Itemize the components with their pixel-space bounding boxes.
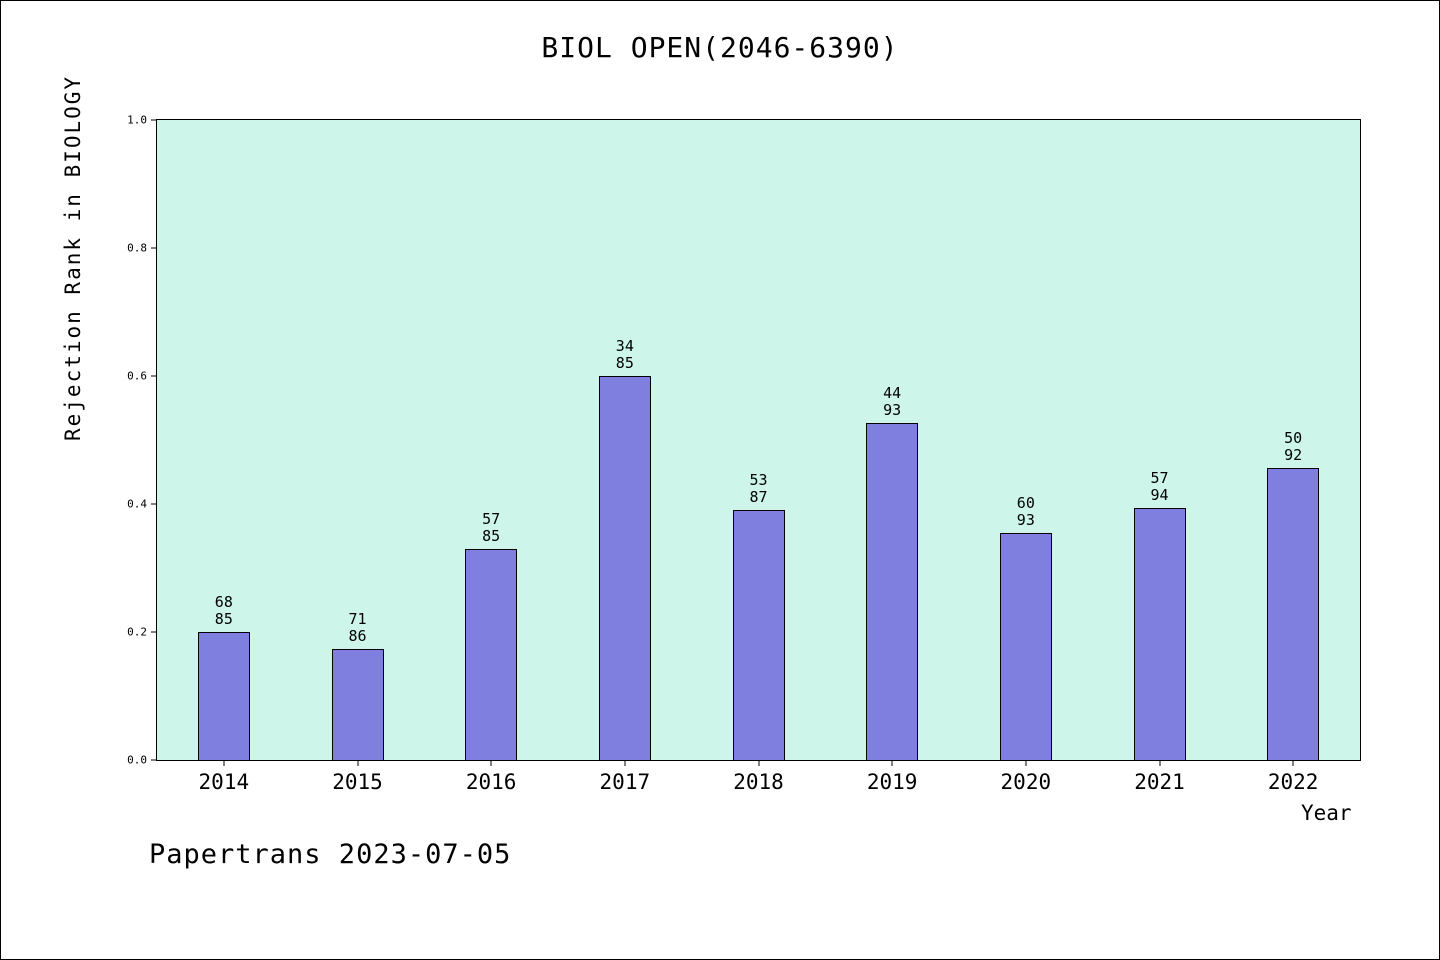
y-tick-mark [151,503,157,505]
x-tick-mark [490,760,492,766]
y-tick-label: 0.6 [127,369,147,383]
x-tick-mark [1292,760,1294,766]
y-tick-label: 1.0 [127,113,147,127]
x-tick-label: 2022 [1267,770,1319,794]
y-tick-label: 0.0 [127,753,147,767]
y-tick: 0.2 [127,626,157,639]
y-tick: 0.4 [127,498,157,511]
bar [1267,467,1320,760]
bar-value-label: 68 85 [214,593,233,628]
y-tick: 0.0 [127,754,157,767]
x-tick-label: 2018 [733,770,784,794]
bar [465,549,518,760]
x-tick-label: 2019 [866,770,918,794]
bar [732,509,785,760]
bar-value-label: 57 94 [1150,468,1169,504]
x-tick-mark [1025,760,1027,766]
plot-area: 0.0 0.2 0.4 0.6 0.8 1.0 68 85 2014 71 86 2015 57 85 20… [127,114,1361,794]
y-tick-mark [151,631,157,633]
x-tick-mark [1159,760,1160,766]
bar [1133,507,1186,760]
y-tick-mark [151,119,157,121]
y-tick-label: 0.2 [127,625,147,639]
y-tick-label: 0.4 [127,497,147,511]
footer-watermark: Papertrans 2023-07-05 [149,839,512,870]
bar [866,422,919,760]
y-axis-label: Rejection Rank in BIOLOGY [61,74,85,441]
bar [598,376,651,760]
x-axis-label: Year [1301,801,1352,825]
bar-value-label: 44 93 [883,383,902,419]
bar-value-label: 34 85 [615,337,634,372]
y-tick: 0.8 [127,242,157,255]
x-tick-label: 2017 [599,770,651,794]
y-tick-mark [151,759,157,761]
x-tick-mark [891,760,893,766]
bar [197,632,250,760]
x-tick-mark [223,760,225,766]
y-tick-label: 0.8 [127,241,147,255]
x-tick-label: 2021 [1134,770,1185,794]
y-tick-mark [151,375,157,377]
x-tick-mark [357,760,358,766]
x-tick-label: 2016 [465,770,517,794]
x-tick-mark [758,760,759,766]
bar-value-label: 60 93 [1016,493,1035,529]
x-tick-label: 2020 [1000,770,1052,794]
bar-value-label: 57 85 [482,510,501,546]
chart-title: BIOL OPEN(2046-6390) [541,31,899,64]
y-tick-mark [151,247,157,249]
y-tick: 0.6 [127,370,157,383]
bar-value-label: 71 86 [348,609,367,645]
bar-value-label: 50 92 [1284,428,1303,464]
x-tick-label: 2015 [332,770,383,794]
y-tick: 1.0 [127,114,157,127]
x-tick-label: 2014 [198,770,250,794]
x-tick-mark [624,760,626,766]
bar-value-label: 53 87 [749,470,768,506]
bar [331,648,384,760]
bar [999,532,1052,760]
